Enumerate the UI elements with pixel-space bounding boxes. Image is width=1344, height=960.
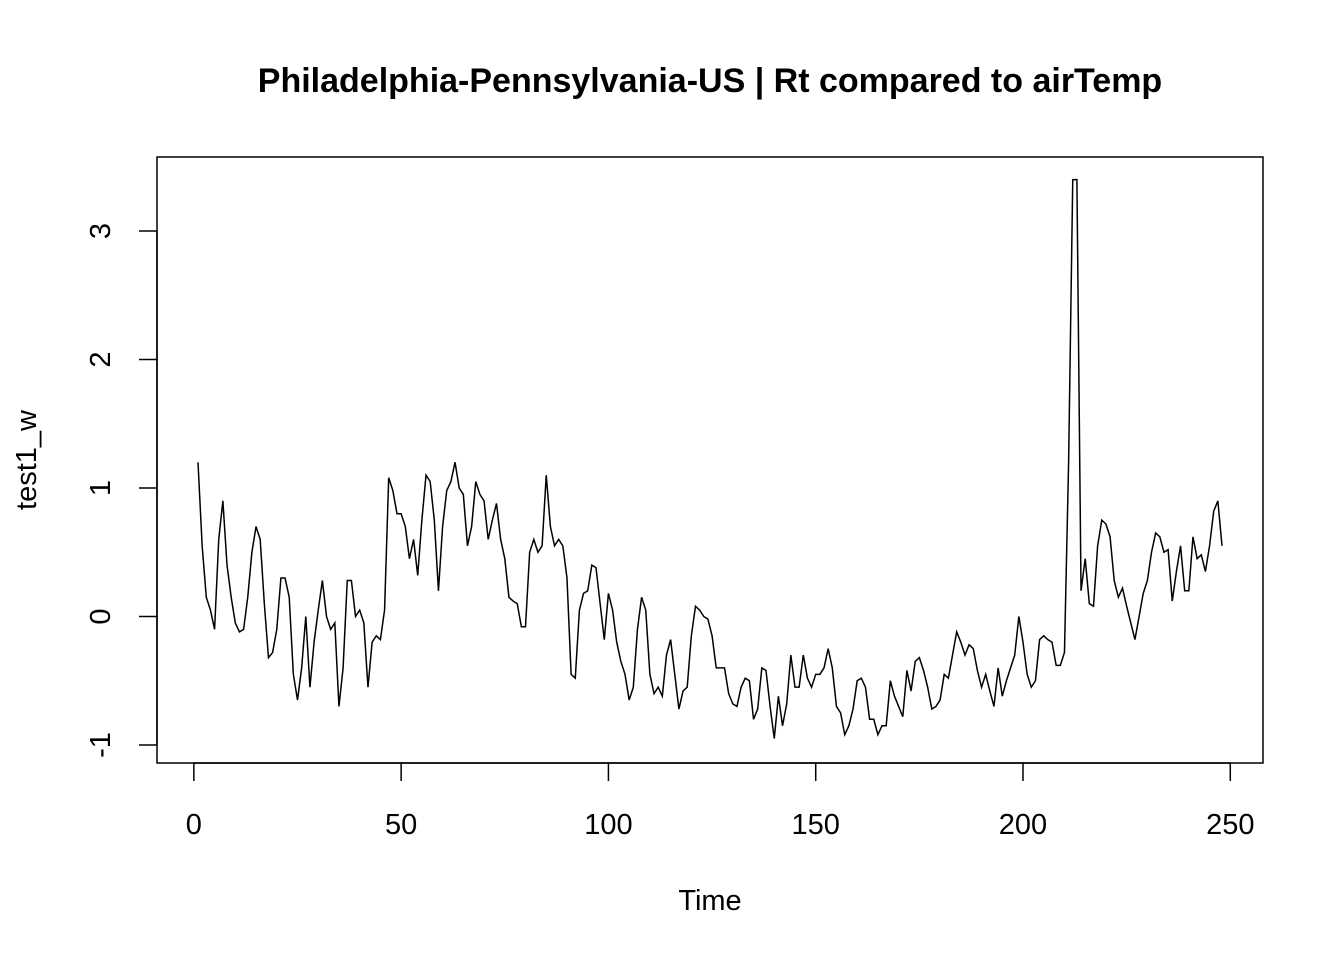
y-axis: -1 0 1 2 3 — [85, 223, 158, 758]
x-tick-label: 100 — [584, 809, 632, 841]
x-tick-label: 150 — [792, 809, 840, 841]
y-tick-label: 0 — [85, 608, 117, 624]
y-axis-label: test1_w — [11, 409, 43, 510]
chart-title: Philadelphia-Pennsylvania-US | Rt compar… — [258, 62, 1162, 100]
x-axis-label: Time — [678, 885, 741, 917]
series-line — [197, 178, 1223, 739]
y-tick-label: 3 — [85, 223, 117, 239]
x-tick-label: 200 — [999, 809, 1047, 841]
y-tick-label: -1 — [85, 732, 117, 758]
y-tick-label: 1 — [85, 480, 117, 496]
x-tick-label: 0 — [186, 809, 202, 841]
x-tick-label: 50 — [385, 809, 417, 841]
plot-frame — [156, 156, 1264, 764]
y-tick-label: 2 — [85, 351, 117, 367]
x-axis: 0 50 100 150 200 250 — [186, 762, 1254, 841]
x-tick-label: 250 — [1206, 809, 1254, 841]
